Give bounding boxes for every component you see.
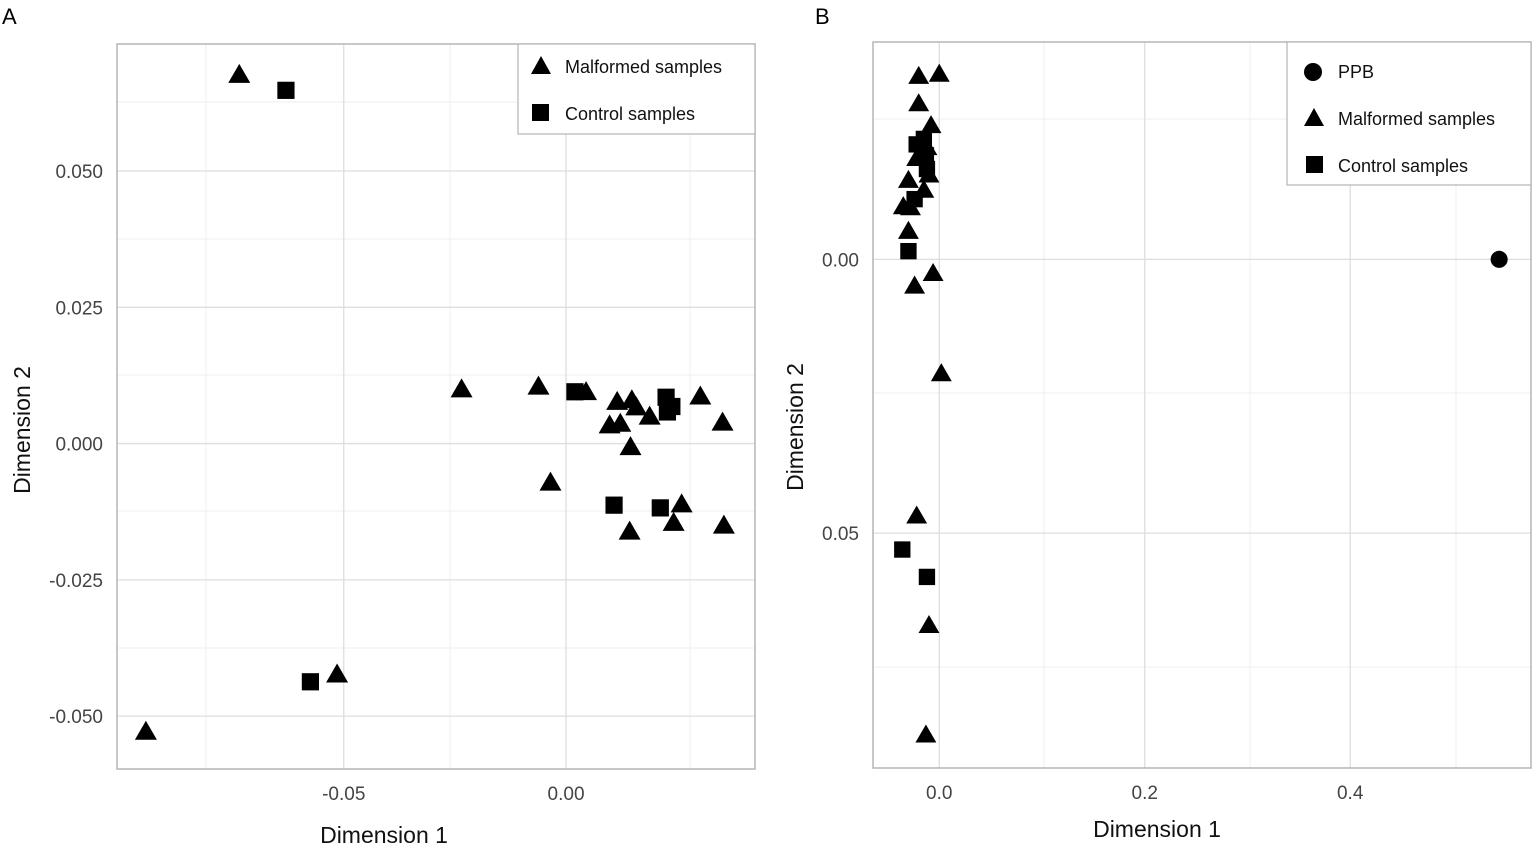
panel-a-x-tick-labels: -0.05 0.00 [322,784,584,805]
panel-a-plot-frame [116,43,756,770]
panel-b-point-triangle [920,115,942,134]
legend-circle-icon [1304,63,1322,81]
panel-a-y-tick-label: -0.050 [49,707,103,728]
panel-a-gridlines [117,44,755,769]
panel-b-point-triangle [904,275,926,294]
panel-b-x-tick-label: 0.0 [926,783,952,804]
panel-a-point-square [605,496,623,514]
panel-b-point-square [918,160,936,178]
panel-a-point-triangle [625,396,648,416]
panel-b-point-triangle [897,220,919,239]
panel-a-y-tick-label: 0.050 [55,162,103,183]
panel-b-points [892,63,1508,743]
panel-b-y-tick-label: 0.05 [822,524,859,545]
panel-a-point-triangle [134,720,157,740]
panel-a-legend-label-control: Control samples [565,104,695,124]
panel-b-x-tick-labels: 0.0 0.2 0.4 [926,783,1364,804]
panel-a-point-triangle [527,375,550,395]
panel-b-x-axis-title: Dimension 1 [1093,816,1221,842]
panel-b: B 0.00 0.05 0.0 0.2 0.4 Dimension 1 Dimensi… [782,4,1532,842]
panel-b-x-tick-label: 0.2 [1132,783,1158,804]
panel-b-y-axis-title: Dimension 2 [782,363,808,491]
legend-square-icon [1306,156,1323,173]
panel-a-legend: Malformed samples Control samples [517,43,756,135]
panel-b-point-triangle [918,615,940,634]
panel-a-point-square [651,499,669,517]
panel-b-legend-label-control: Control samples [1338,156,1468,176]
panel-a-point-square [277,81,295,99]
legend-square-icon [532,104,549,121]
panel-b-point-triangle [908,93,930,112]
legend-triangle-icon [531,56,551,74]
panel-b-point-square [906,190,923,208]
panel-a-legend-box [517,43,756,135]
panel-a-legend-label-malformed: Malformed samples [565,57,722,77]
panel-b-x-tick-label: 0.4 [1337,783,1364,804]
panel-b-y-tick-label: 0.00 [822,250,859,271]
panel-b-point-triangle [908,65,930,84]
panel-a-point-triangle [689,385,712,405]
panel-b-legend-label-ppb: PPB [1338,62,1374,82]
panel-b-legend-label-malformed: Malformed samples [1338,109,1495,129]
panel-a-point-triangle [609,412,632,432]
panel-a-point-square [658,403,677,421]
panel-a-point-triangle [450,378,473,398]
panel-a-point-triangle [711,411,734,431]
panel-b-point-triangle [922,262,944,282]
panel-b-point-triangle [930,363,952,382]
panel-a-point-triangle [670,493,693,513]
panel-a-x-tick-label: 0.00 [548,784,585,805]
panel-a-point-triangle [618,520,641,540]
panel-b-point-square [894,541,911,558]
panel-a-point-square [301,673,320,691]
panel-a-point-triangle [326,663,349,683]
panel-a-x-axis-title: Dimension 1 [320,822,448,848]
panel-a-x-tick-label: -0.05 [322,784,365,805]
panel-b-point-triangle [906,505,928,524]
panel-a-point-triangle [619,436,642,456]
panel-b-point-circle [1490,250,1508,268]
panel-a-letter: A [2,4,17,29]
panel-a-point-triangle [228,63,251,83]
panel-a-y-tick-label: 0.000 [55,435,103,456]
panel-a-y-tick-labels: 0.050 0.025 0.000 -0.025 -0.050 [49,162,103,728]
panel-b-plot-frame [872,41,1532,769]
panel-a-points [134,63,735,740]
panel-b-y-tick-labels: 0.00 0.05 [822,250,859,545]
panel-a-point-triangle [638,405,661,425]
panel-b-point-triangle [915,724,937,743]
panel-b-point-square [915,130,933,148]
panel-b-point-triangle [897,169,919,188]
panel-b-point-square [918,568,936,586]
panel-b-legend-box [1286,41,1532,186]
panel-a-y-tick-label: -0.025 [49,571,103,592]
panel-b-legend: PPB Malformed samples Control samples [1286,41,1532,186]
panel-a-gridlines-major [117,44,755,769]
panel-a-point-square [566,383,584,401]
legend-triangle-icon [1304,108,1324,126]
panel-a-point-triangle [712,514,735,534]
panel-b-point-triangle [928,63,950,82]
panel-a-point-triangle [539,471,562,491]
panel-b-point-square [917,147,935,164]
panel-a-y-axis-title: Dimension 2 [9,366,35,494]
panel-b-letter: B [815,4,830,29]
panel-a-point-triangle [662,511,685,531]
panel-b-point-square [900,242,917,260]
panel-a-y-tick-label: 0.025 [55,298,103,319]
